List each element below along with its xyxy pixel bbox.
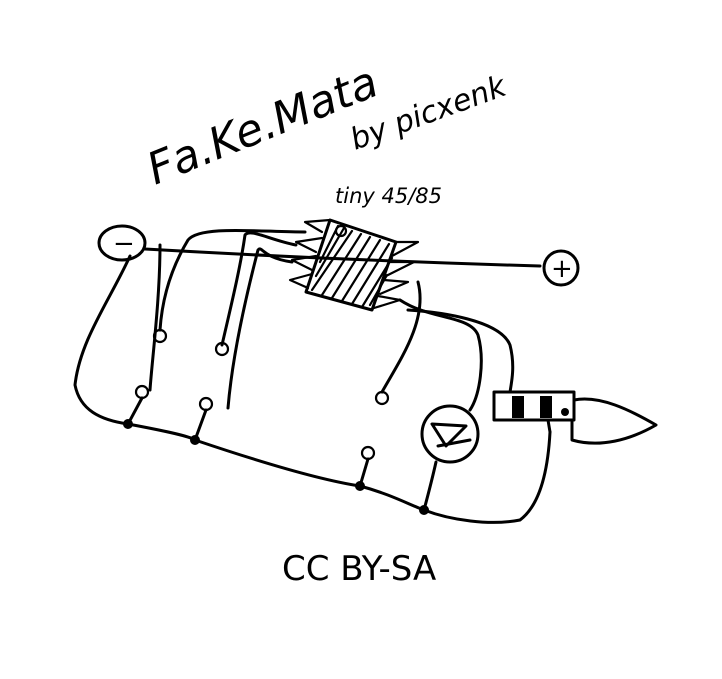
wire-2 <box>220 231 298 347</box>
junctions <box>123 419 429 515</box>
power-wire <box>143 247 542 268</box>
chip-label: tiny 45/85 <box>335 184 442 208</box>
wire-7 <box>406 308 515 394</box>
wire-1 <box>158 228 307 332</box>
switches <box>134 328 390 461</box>
switch-leg-2 <box>193 408 208 442</box>
plus-terminal: + <box>542 249 580 287</box>
wire-3 <box>226 247 294 410</box>
wire-4 <box>148 243 162 392</box>
minus-sign: − <box>113 229 135 259</box>
chip <box>288 218 420 312</box>
plus-sign: + <box>551 254 573 284</box>
license-text: CC BY-SA <box>282 549 436 589</box>
ground-wire <box>73 254 552 524</box>
audio-jack <box>492 390 658 445</box>
minus-terminal: − <box>97 224 147 262</box>
wire-6 <box>398 298 483 412</box>
wire-5 <box>380 280 422 394</box>
led <box>420 404 480 512</box>
